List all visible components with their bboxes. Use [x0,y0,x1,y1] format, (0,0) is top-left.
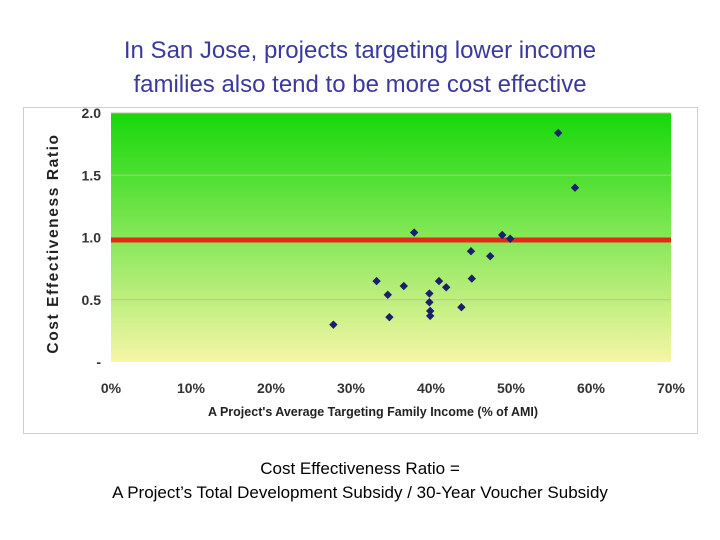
x-axis-title: A Project's Average Targeting Family Inc… [208,405,538,419]
y-tick-label: 1.5 [82,167,102,183]
slide-title: In San Jose, projects targeting lower in… [40,34,680,102]
scatter-chart: - 0.5 1.0 1.5 2.0 0% 10% 20% 30% 40% 50% 60% 70% Co… [45,108,686,419]
data-point [426,306,435,316]
data-point [329,320,338,329]
x-tick-label: 20% [257,380,286,396]
data-point [426,311,435,321]
data-point [383,290,392,299]
formula-caption: Cost Effectiveness Ratio = A Project’s T… [20,457,700,505]
data-point [425,289,434,298]
data-point [467,274,476,283]
y-tick-label: 1.0 [82,230,102,246]
x-tick-label: 30% [337,380,366,396]
data-point [570,183,580,192]
y-tick-label: 0.5 [82,292,102,308]
chart-frame: - 0.5 1.0 1.5 2.0 0% 10% 20% 30% 40% 50% 60% 70% Co… [23,107,698,434]
data-point [385,312,394,322]
data-point [399,281,408,291]
data-point [498,230,507,240]
data-point [554,128,563,138]
data-point [410,228,419,237]
y-axis-title: Cost Effectiveness Ratio [45,133,62,353]
data-point [442,283,451,292]
data-point [486,251,495,261]
data-point [372,276,381,286]
x-tick-label: 0% [101,380,122,396]
y-tick-label: 2.0 [82,108,102,121]
y-tick-labels: - 0.5 1.0 1.5 2.0 [82,108,102,370]
caption-line-2: A Project’s Total Development Subsidy / … [112,483,608,502]
x-tick-label: 40% [417,380,446,396]
caption-line-1: Cost Effectiveness Ratio = [260,459,460,478]
y-tick-label: - [96,354,101,370]
data-point [466,246,476,256]
data-point [506,234,515,243]
x-tick-label: 60% [577,380,606,396]
x-tick-label: 50% [497,380,526,396]
x-tick-label: 70% [657,380,686,396]
data-points [329,128,580,329]
data-point [434,276,444,286]
data-point [425,298,434,307]
slide-title-line-2: families also tend to be more cost effec… [133,71,587,98]
x-tick-label: 10% [177,380,206,396]
x-tick-labels: 0% 10% 20% 30% 40% 50% 60% 70% [101,380,686,396]
slide-title-line-1: In San Jose, projects targeting lower in… [123,37,597,64]
